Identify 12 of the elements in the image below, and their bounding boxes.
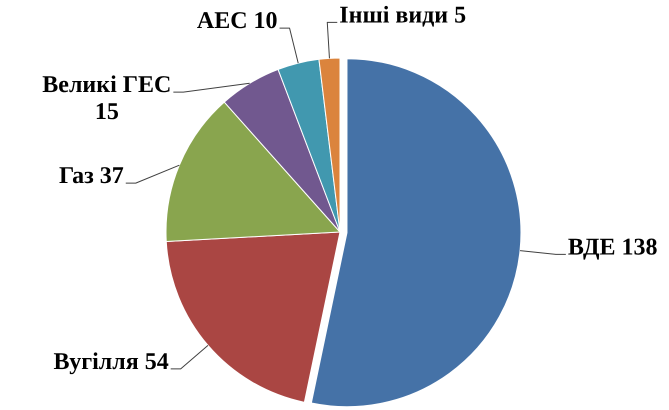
data-label: 10: [254, 8, 278, 34]
data-label: 15: [94, 99, 119, 126]
data-label: 37: [100, 163, 124, 190]
data-label: 5: [454, 2, 466, 28]
slice-label: Газ: [58, 163, 94, 190]
slice-label: Вугілля: [54, 348, 139, 375]
data-label: 138: [621, 234, 658, 260]
slice-label: ВДЕ: [568, 234, 616, 260]
slice-label: Великі ГЕС: [42, 72, 172, 98]
slice-label: АЕС: [196, 8, 248, 34]
data-label: 54: [144, 348, 169, 375]
slice-label: Інші види: [339, 2, 448, 28]
